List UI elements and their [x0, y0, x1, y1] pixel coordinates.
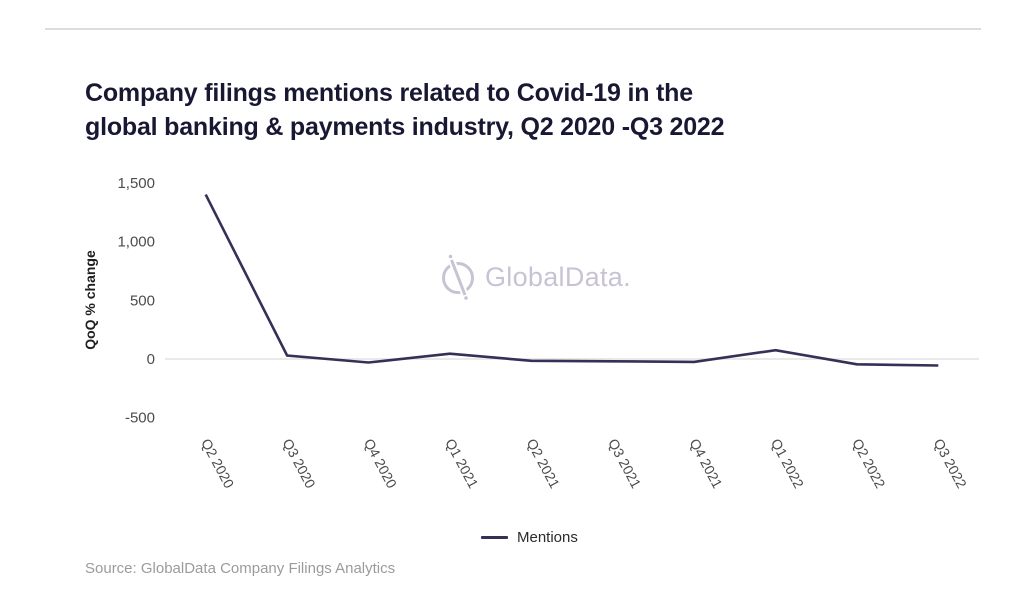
chart-legend: Mentions	[481, 529, 578, 546]
x-tick-label: Q3 2021	[605, 436, 644, 491]
globaldata-logo-icon	[442, 254, 474, 300]
line-chart: 1,500 1,000 500 0 -500 QoQ % change Q2 2020 Q3 …	[82, 175, 979, 491]
x-tick-label: Q4 2021	[686, 436, 725, 491]
chart-title-line2: global banking & payments industry, Q2 2…	[85, 113, 725, 141]
x-tick-label: Q3 2022	[931, 436, 970, 491]
legend-label: Mentions	[517, 529, 578, 546]
y-tick-label: 1,000	[117, 234, 155, 251]
y-tick-label: 1,500	[117, 175, 155, 192]
x-tick-label: Q4 2020	[361, 436, 400, 491]
chart-title-line1: Company filings mentions related to Covi…	[85, 79, 693, 107]
x-tick-label: Q2 2020	[198, 436, 237, 491]
mentions-series-line	[204, 194, 939, 367]
x-tick-label: Q1 2022	[768, 436, 807, 491]
x-tick-label: Q3 2020	[279, 436, 318, 491]
top-divider	[45, 28, 981, 30]
y-tick-label: -500	[125, 410, 155, 427]
y-tick-label: 500	[130, 292, 155, 309]
source-note: Source: GlobalData Company Filings Analy…	[85, 560, 396, 577]
x-tick-label: Q1 2021	[442, 436, 481, 491]
y-tick-label: 0	[147, 351, 155, 368]
x-tick-label: Q2 2021	[524, 436, 563, 491]
chart-title: Company filings mentions related to Covi…	[85, 76, 845, 144]
legend-line-swatch	[481, 536, 508, 539]
watermark-text: GlobalData.	[485, 261, 631, 292]
watermark: GlobalData.	[437, 254, 631, 300]
x-tick-label: Q2 2022	[849, 436, 888, 491]
y-axis-title: QoQ % change	[82, 250, 98, 350]
